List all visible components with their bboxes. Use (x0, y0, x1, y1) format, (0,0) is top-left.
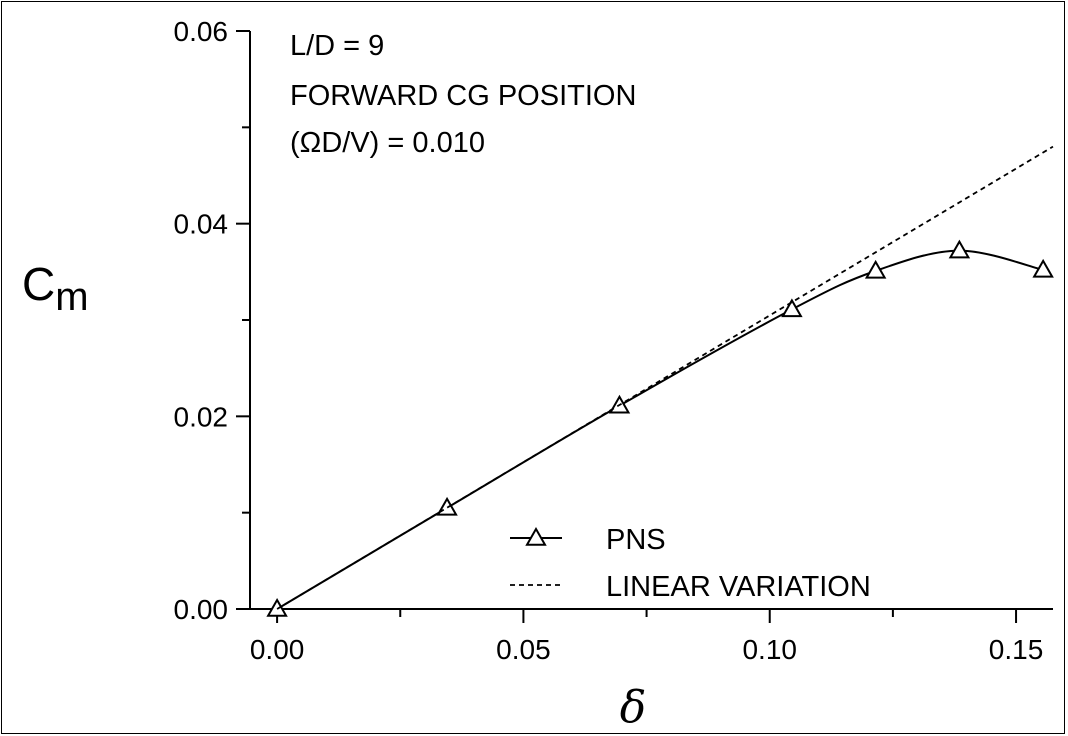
y-tick-label: 0.02 (174, 401, 229, 432)
x-tick-label: 0.15 (989, 634, 1044, 665)
y-axis-label: Cm (22, 258, 89, 319)
legend-label: PNS (606, 524, 666, 556)
x-axis-label: δ (620, 682, 647, 733)
annotation-line: (ΩD/V) = 0.010 (290, 127, 485, 159)
x-tick-label: 0.00 (250, 634, 305, 665)
pns-marker (948, 239, 971, 259)
x-tick-label: 0.05 (496, 634, 551, 665)
annotation-line: FORWARD CG POSITION (290, 80, 636, 112)
ticks: 0.00 0.02 0.04 0.06 0.00 0.05 0.10 0.15 (174, 16, 1044, 665)
legend-label: LINEAR VARIATION (606, 571, 871, 603)
series-layer (266, 145, 1054, 617)
y-tick-label: 0.04 (174, 209, 229, 240)
axes (249, 31, 1053, 610)
linear-variation-line (276, 145, 1054, 610)
legend: PNS LINEAR VARIATION (510, 524, 871, 603)
pns-marker (266, 597, 288, 617)
pns-marker (864, 259, 887, 279)
x-tick-label: 0.10 (742, 634, 797, 665)
annotation-block: L/D = 9 FORWARD CG POSITION (ΩD/V) = 0.010 (290, 30, 636, 159)
pns-curve (276, 249, 1044, 610)
y-tick-label: 0.00 (174, 594, 229, 625)
annotation-line: L/D = 9 (290, 30, 384, 62)
y-tick-label: 0.06 (174, 16, 229, 47)
series-linear-variation (276, 145, 1054, 610)
legend-triangle-marker (525, 526, 547, 546)
axis-labels: Cm δ (22, 258, 646, 733)
series-pns (266, 239, 1054, 617)
pns-marker (1032, 258, 1054, 278)
pns-marker (781, 298, 803, 318)
